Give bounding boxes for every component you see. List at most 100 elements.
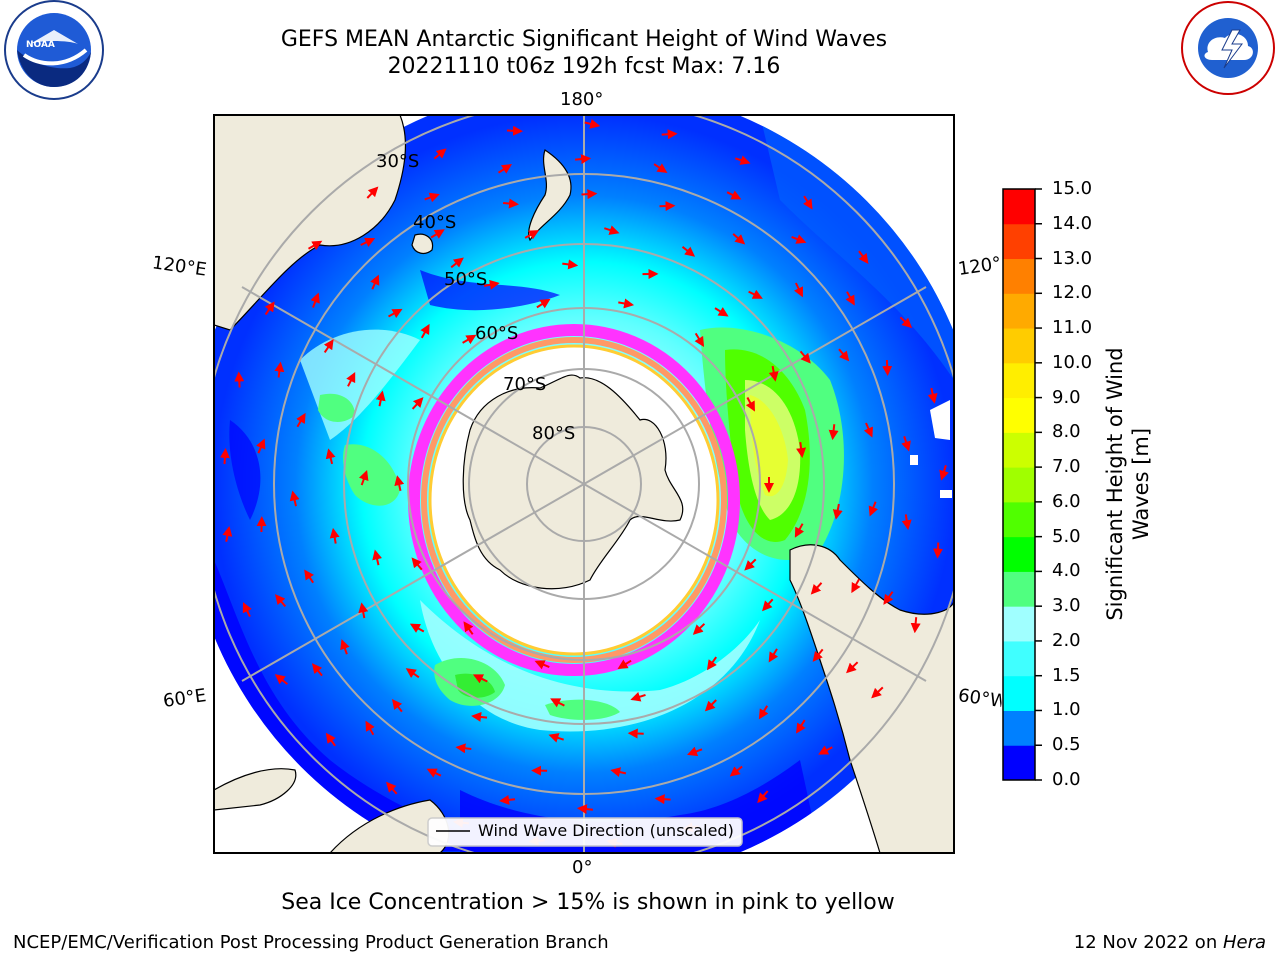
colorbar-segment: [1003, 189, 1035, 225]
wind-wave-arrow-icon: [391, 699, 403, 713]
wind-wave-arrow-icon: [430, 229, 445, 239]
wind-wave-arrow-icon: [346, 372, 356, 387]
wind-wave-arrow-icon: [726, 190, 742, 200]
wind-wave-arrow-icon: [863, 422, 873, 438]
wind-wave-arrow-icon: [304, 569, 315, 584]
colorbar-tick-label: 3.0: [1052, 595, 1081, 617]
wind-wave-arrow-icon: [307, 240, 323, 251]
wind-wave-arrow-icon: [681, 246, 696, 257]
wind-wave-arrow-icon: [310, 292, 320, 308]
colorbar-segment: [1003, 675, 1035, 711]
wind-wave-arrow-icon: [758, 705, 769, 720]
wind-wave-arrow-icon: [536, 298, 551, 309]
wind-wave-arrow-icon: [576, 804, 593, 815]
colorbar-tick-label: 4.0: [1052, 560, 1081, 582]
wind-wave-arrow-icon: [274, 674, 289, 685]
colorbar-segment: [1003, 432, 1035, 468]
colorbar-segment: [1003, 258, 1035, 294]
colorbar-tick-label: 7.0: [1052, 456, 1081, 478]
lon-label-0: 0°: [572, 857, 593, 878]
wind-wave-arrow-icon: [933, 542, 943, 559]
wind-wave-arrow-icon: [426, 768, 442, 778]
colorbar-segment: [1003, 223, 1035, 260]
wind-wave-arrow-icon: [394, 475, 405, 492]
wind-wave-arrow-icon: [828, 424, 839, 441]
wind-wave-arrow-icon: [242, 602, 252, 618]
wind-wave-arrow-icon: [463, 621, 474, 635]
wind-wave-arrow-icon: [617, 659, 632, 670]
wind-wave-arrow-icon: [256, 438, 266, 454]
colorbar-tick-label: 13.0: [1052, 247, 1093, 269]
wind-wave-arrow-icon: [838, 348, 850, 362]
wind-wave-arrow-icon: [365, 720, 375, 736]
colorbar-tick-label: 0.5: [1052, 734, 1081, 756]
wind-wave-arrow-icon: [899, 316, 913, 329]
wind-wave-arrow-icon: [796, 719, 806, 734]
wind-wave-arrow-icon: [359, 470, 369, 486]
colorbar-segment: [1003, 640, 1035, 677]
wind-wave-arrow-icon: [858, 250, 869, 265]
wind-wave-arrow-icon: [424, 192, 440, 203]
colorbar-segment: [1003, 397, 1035, 433]
colorbar-tick-label: 8.0: [1052, 421, 1081, 443]
wind-wave-arrow-icon: [386, 781, 398, 795]
lat-label-40s: 40°S: [413, 212, 457, 233]
wind-wave-arrow-icon: [618, 298, 635, 309]
wind-wave-arrow-icon: [274, 361, 285, 378]
colorbar-segment: [1003, 328, 1035, 364]
wind-wave-arrow-icon: [222, 526, 233, 542]
colorbar-tick-label: 9.0: [1052, 386, 1081, 408]
wind-wave-arrow-icon: [882, 359, 893, 376]
wind-wave-arrow-icon: [506, 125, 523, 136]
colorbar-tick-label: 1.0: [1052, 699, 1081, 721]
wind-wave-arrow-icon: [803, 195, 813, 210]
colorbar-segment: [1003, 745, 1035, 781]
wind-wave-arrow-icon: [687, 746, 703, 757]
wind-wave-arrow-icon: [524, 230, 540, 240]
colorbar-tick-label: 6.0: [1052, 490, 1081, 512]
colorbar-tick-label: 0.0: [1052, 769, 1081, 790]
sea-ice-annotation: Sea Ice Concentration > 15% is shown in …: [281, 890, 895, 915]
wind-wave-arrow-icon: [264, 301, 275, 316]
wind-wave-arrow-icon: [714, 307, 729, 317]
wind-wave-arrow-icon: [219, 448, 230, 465]
wind-wave-arrow-icon: [654, 794, 671, 805]
wind-wave-arrow-icon: [694, 332, 705, 348]
graticule: [214, 115, 954, 853]
wind-wave-arrow-icon: [584, 119, 601, 129]
lat-label-30s: 30°S: [376, 151, 420, 172]
wind-wave-arrow-icon: [433, 148, 447, 160]
colorbar-segment: [1003, 362, 1035, 399]
lat-label-80s: 80°S: [532, 423, 576, 444]
wind-wave-arrow-icon: [311, 663, 323, 677]
tasmania-landmass: [411, 233, 434, 255]
wind-wave-arrow-icon: [818, 745, 833, 755]
map-legend: [427, 817, 743, 847]
wind-wave-arrow-icon: [340, 639, 350, 655]
footer-credit: NCEP/EMC/Verification Post Processing Pr…: [13, 932, 609, 953]
wind-wave-arrow-icon: [757, 790, 769, 804]
wind-wave-arrow-icon: [323, 339, 334, 353]
wind-wave-arrow-icon: [289, 490, 300, 507]
colorbar-tick-label: 10.0: [1052, 351, 1093, 373]
lon-label-180: 180°: [560, 89, 604, 110]
colorbar-tick-label: 11.0: [1052, 317, 1093, 339]
wind-wave-arrow-icon: [734, 155, 751, 165]
colorbar-segment: [1003, 710, 1035, 746]
colorbar-segment: [1003, 571, 1035, 607]
footer-date-text: 12 Nov 2022 on: [1073, 932, 1223, 953]
wind-wave-arrow-icon: [939, 465, 949, 481]
wind-wave-arrow-icon: [810, 582, 823, 595]
antarctica-landmass: [462, 374, 684, 590]
figure-subtitle: 20221110 t06z 192h fcst Max: 7.16: [387, 54, 781, 79]
wind-wave-arrow-icon: [603, 225, 620, 235]
wind-wave-arrow-icon: [768, 648, 779, 663]
wind-wave-arrow-icon: [562, 259, 579, 270]
colorbar-segment: [1003, 501, 1035, 538]
wind-wave-arrow-icon: [706, 656, 718, 671]
map-area: [214, 115, 954, 853]
wind-wave-arrow-icon: [366, 186, 379, 199]
wind-wave-arrow-icon: [548, 733, 565, 743]
noaa-logo-text: NOAA: [26, 40, 55, 50]
